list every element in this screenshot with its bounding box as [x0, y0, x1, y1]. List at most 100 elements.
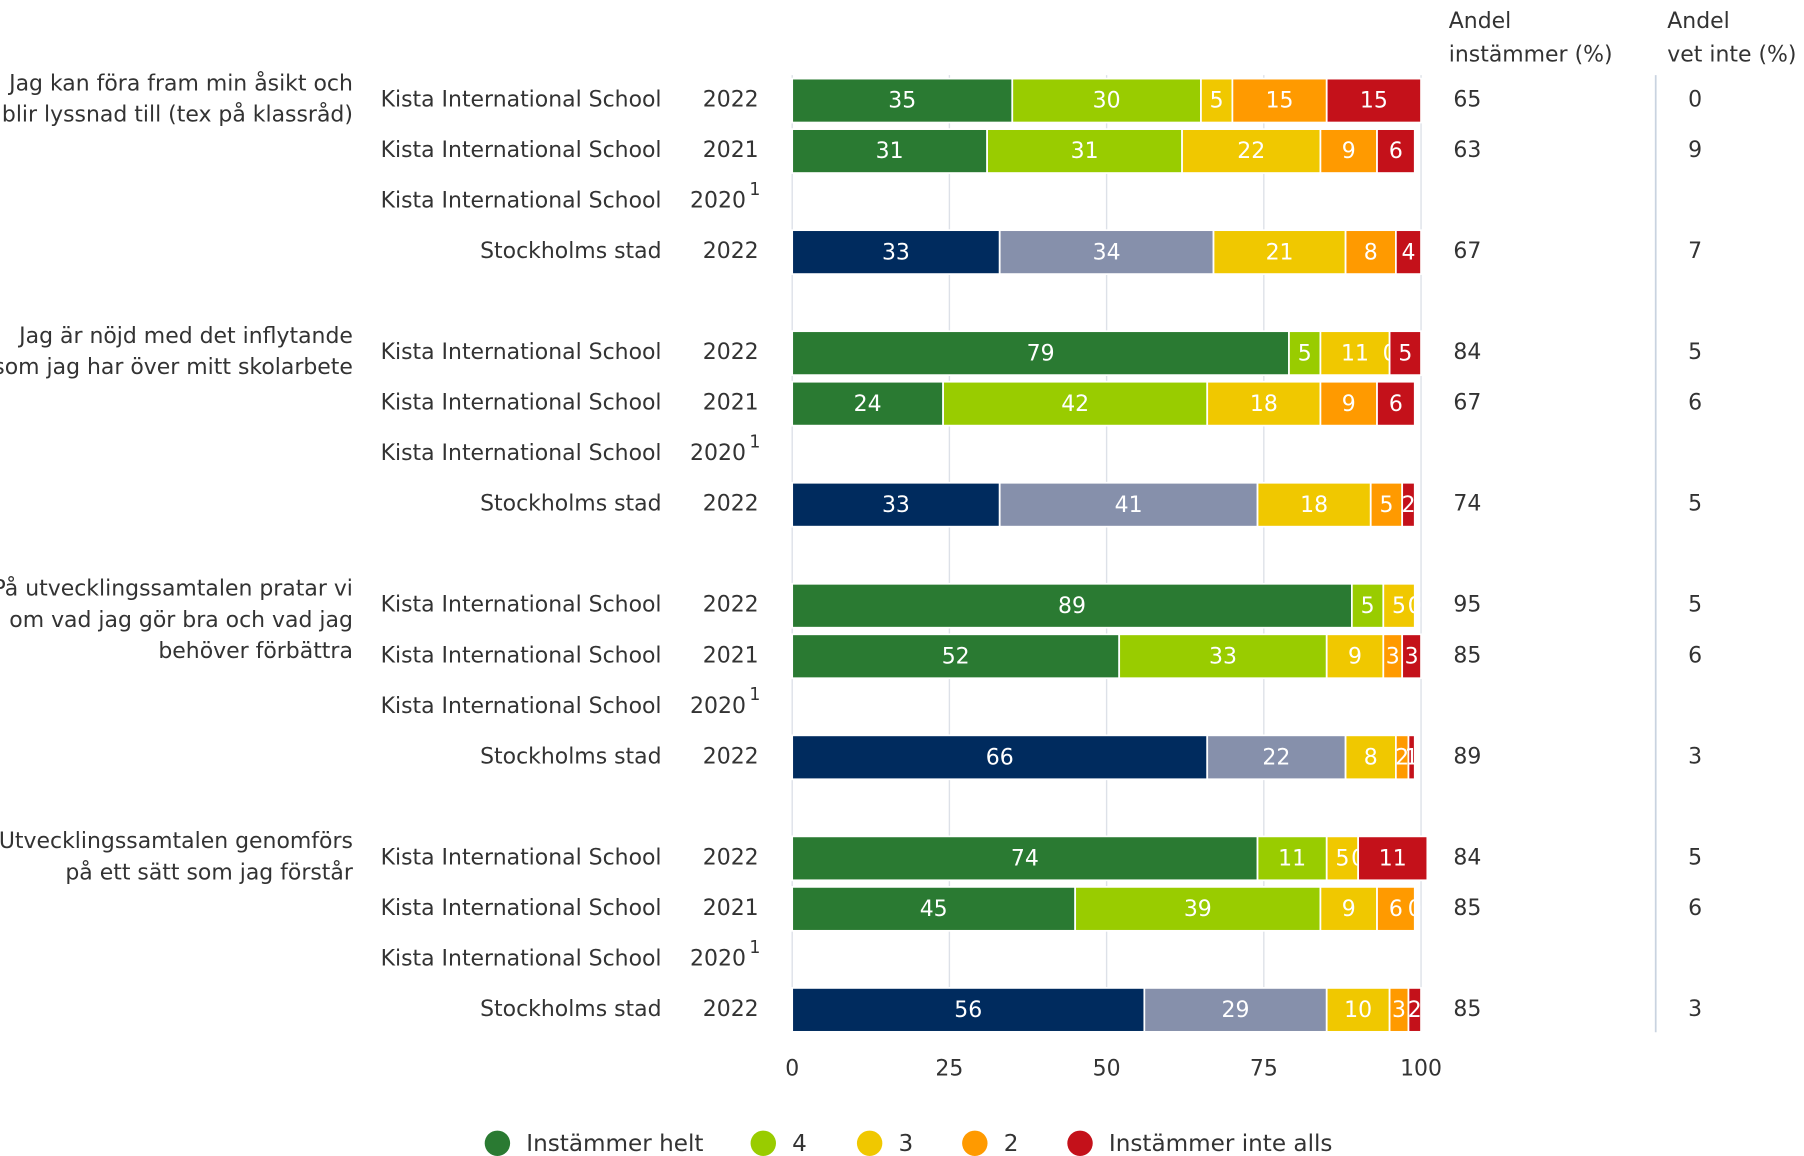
segment-label: 31 — [1071, 139, 1099, 164]
segment-label: 89 — [1058, 594, 1086, 619]
segment-label: 9 — [1342, 392, 1356, 417]
year-label: 2021 — [703, 138, 759, 163]
segment-label: 11 — [1379, 846, 1407, 871]
x-tick-label: 25 — [935, 1056, 963, 1081]
segment-label: 52 — [942, 644, 970, 669]
segment-label: 2 — [1401, 493, 1415, 518]
question-label: behöver förbättra — [158, 639, 353, 664]
year-label: 2022 — [703, 340, 759, 365]
legend-swatch — [1067, 1130, 1093, 1156]
year-note: 1 — [749, 938, 760, 958]
school-label: Kista International School — [381, 896, 662, 921]
bar-segment — [791, 481, 1001, 528]
bar-segment — [1325, 633, 1385, 680]
bar-segment — [1351, 582, 1385, 629]
dont-know-value: 6 — [1688, 896, 1702, 921]
bar-segment — [1357, 835, 1429, 882]
year-label: 2022 — [703, 997, 759, 1022]
school-label: Kista International School — [381, 189, 662, 214]
segment-label: 41 — [1115, 493, 1143, 518]
segment-label: 29 — [1222, 998, 1250, 1023]
segment-label: 79 — [1027, 341, 1055, 366]
segment-label: 30 — [1093, 89, 1121, 114]
bar-segment — [1401, 481, 1416, 528]
bar-segment — [1231, 77, 1328, 124]
question-label: Jag är nöjd med det inflytande — [17, 324, 353, 349]
year-label: 2021 — [703, 391, 759, 416]
year-label: 2020 — [690, 946, 746, 971]
segment-label: 3 — [1405, 644, 1419, 669]
bar-segment — [1369, 481, 1404, 528]
segment-label: 33 — [1209, 644, 1237, 669]
bar-segment — [1256, 481, 1372, 528]
bar-segment — [1325, 987, 1391, 1033]
school-label: Kista International School — [381, 593, 662, 618]
segment-label: 8 — [1364, 745, 1378, 770]
segment-label: 66 — [986, 745, 1014, 770]
bar-segment — [791, 128, 988, 174]
school-label: Kista International School — [381, 643, 662, 668]
bar-segment — [791, 886, 1077, 932]
agree-value: 65 — [1453, 88, 1481, 113]
agree-value: 63 — [1453, 138, 1481, 163]
agree-value: 95 — [1453, 593, 1481, 618]
year-note: 1 — [749, 685, 760, 705]
bar-segment — [942, 380, 1209, 427]
bar-segment — [1395, 229, 1422, 275]
segment-label: 31 — [876, 139, 904, 164]
school-label: Kista International School — [381, 441, 662, 466]
segment-label: 11 — [1341, 341, 1369, 366]
segment-label: 6 — [1389, 392, 1403, 417]
bar-segment — [791, 77, 1014, 124]
legend-label: 2 — [1004, 1131, 1019, 1156]
year-label: 2022 — [703, 239, 759, 264]
segment-label: 5 — [1361, 594, 1375, 619]
segment-label: 34 — [1093, 240, 1121, 265]
year-label: 2022 — [703, 744, 759, 769]
question-label: På utvecklingssamtalen pratar vi — [0, 576, 353, 602]
question-label: Jag kan föra fram min åsikt och — [7, 70, 353, 96]
bar-segment — [1212, 229, 1347, 275]
school-label: Kista International School — [381, 88, 662, 113]
school-label: Stockholms stad — [480, 239, 661, 264]
bar-segment — [791, 229, 1001, 275]
bar-segment — [1256, 835, 1328, 882]
dont-know-value: 3 — [1688, 744, 1702, 769]
bar-segment — [1206, 734, 1347, 781]
bar-segment — [1376, 380, 1416, 427]
legend-swatch — [856, 1130, 883, 1156]
dont-know-value: 5 — [1688, 845, 1702, 870]
segment-label: 18 — [1300, 493, 1328, 518]
bar-segment — [1319, 886, 1378, 932]
question-label: om vad jag gör bra och vad jag — [9, 608, 353, 633]
bar-segment — [1344, 229, 1397, 275]
column-header: instämmer (%) — [1449, 42, 1613, 67]
year-label: 2021 — [703, 643, 759, 668]
legend-label: 4 — [792, 1131, 807, 1156]
dont-know-value: 7 — [1688, 239, 1702, 264]
segment-label: 5 — [1298, 341, 1312, 366]
segment-label: 4 — [1401, 240, 1415, 265]
bar-segment — [1407, 734, 1416, 781]
bar-segment — [986, 128, 1183, 174]
segment-label: 8 — [1364, 240, 1378, 265]
segment-label: 2 — [1395, 745, 1409, 770]
bar-segment — [791, 582, 1353, 629]
bar-segment — [1376, 886, 1416, 932]
year-note: 1 — [749, 180, 760, 200]
agree-value: 85 — [1453, 997, 1481, 1022]
question-label: Utvecklingssamtalen genomförs — [0, 829, 353, 854]
school-label: Kista International School — [381, 845, 662, 870]
segment-label: 11 — [1278, 846, 1306, 871]
bar-segment — [1206, 380, 1322, 427]
legend-label: 3 — [899, 1131, 914, 1156]
agree-value: 85 — [1453, 896, 1481, 921]
segment-label: 24 — [854, 392, 882, 417]
question-label: som jag har över mitt skolarbete — [0, 355, 353, 380]
segment-label: 0 — [1408, 594, 1422, 619]
segment-label: 5 — [1398, 341, 1412, 366]
year-label: 2020 — [690, 441, 746, 466]
segment-label: 5 — [1379, 493, 1393, 518]
school-label: Stockholms stad — [480, 997, 661, 1022]
